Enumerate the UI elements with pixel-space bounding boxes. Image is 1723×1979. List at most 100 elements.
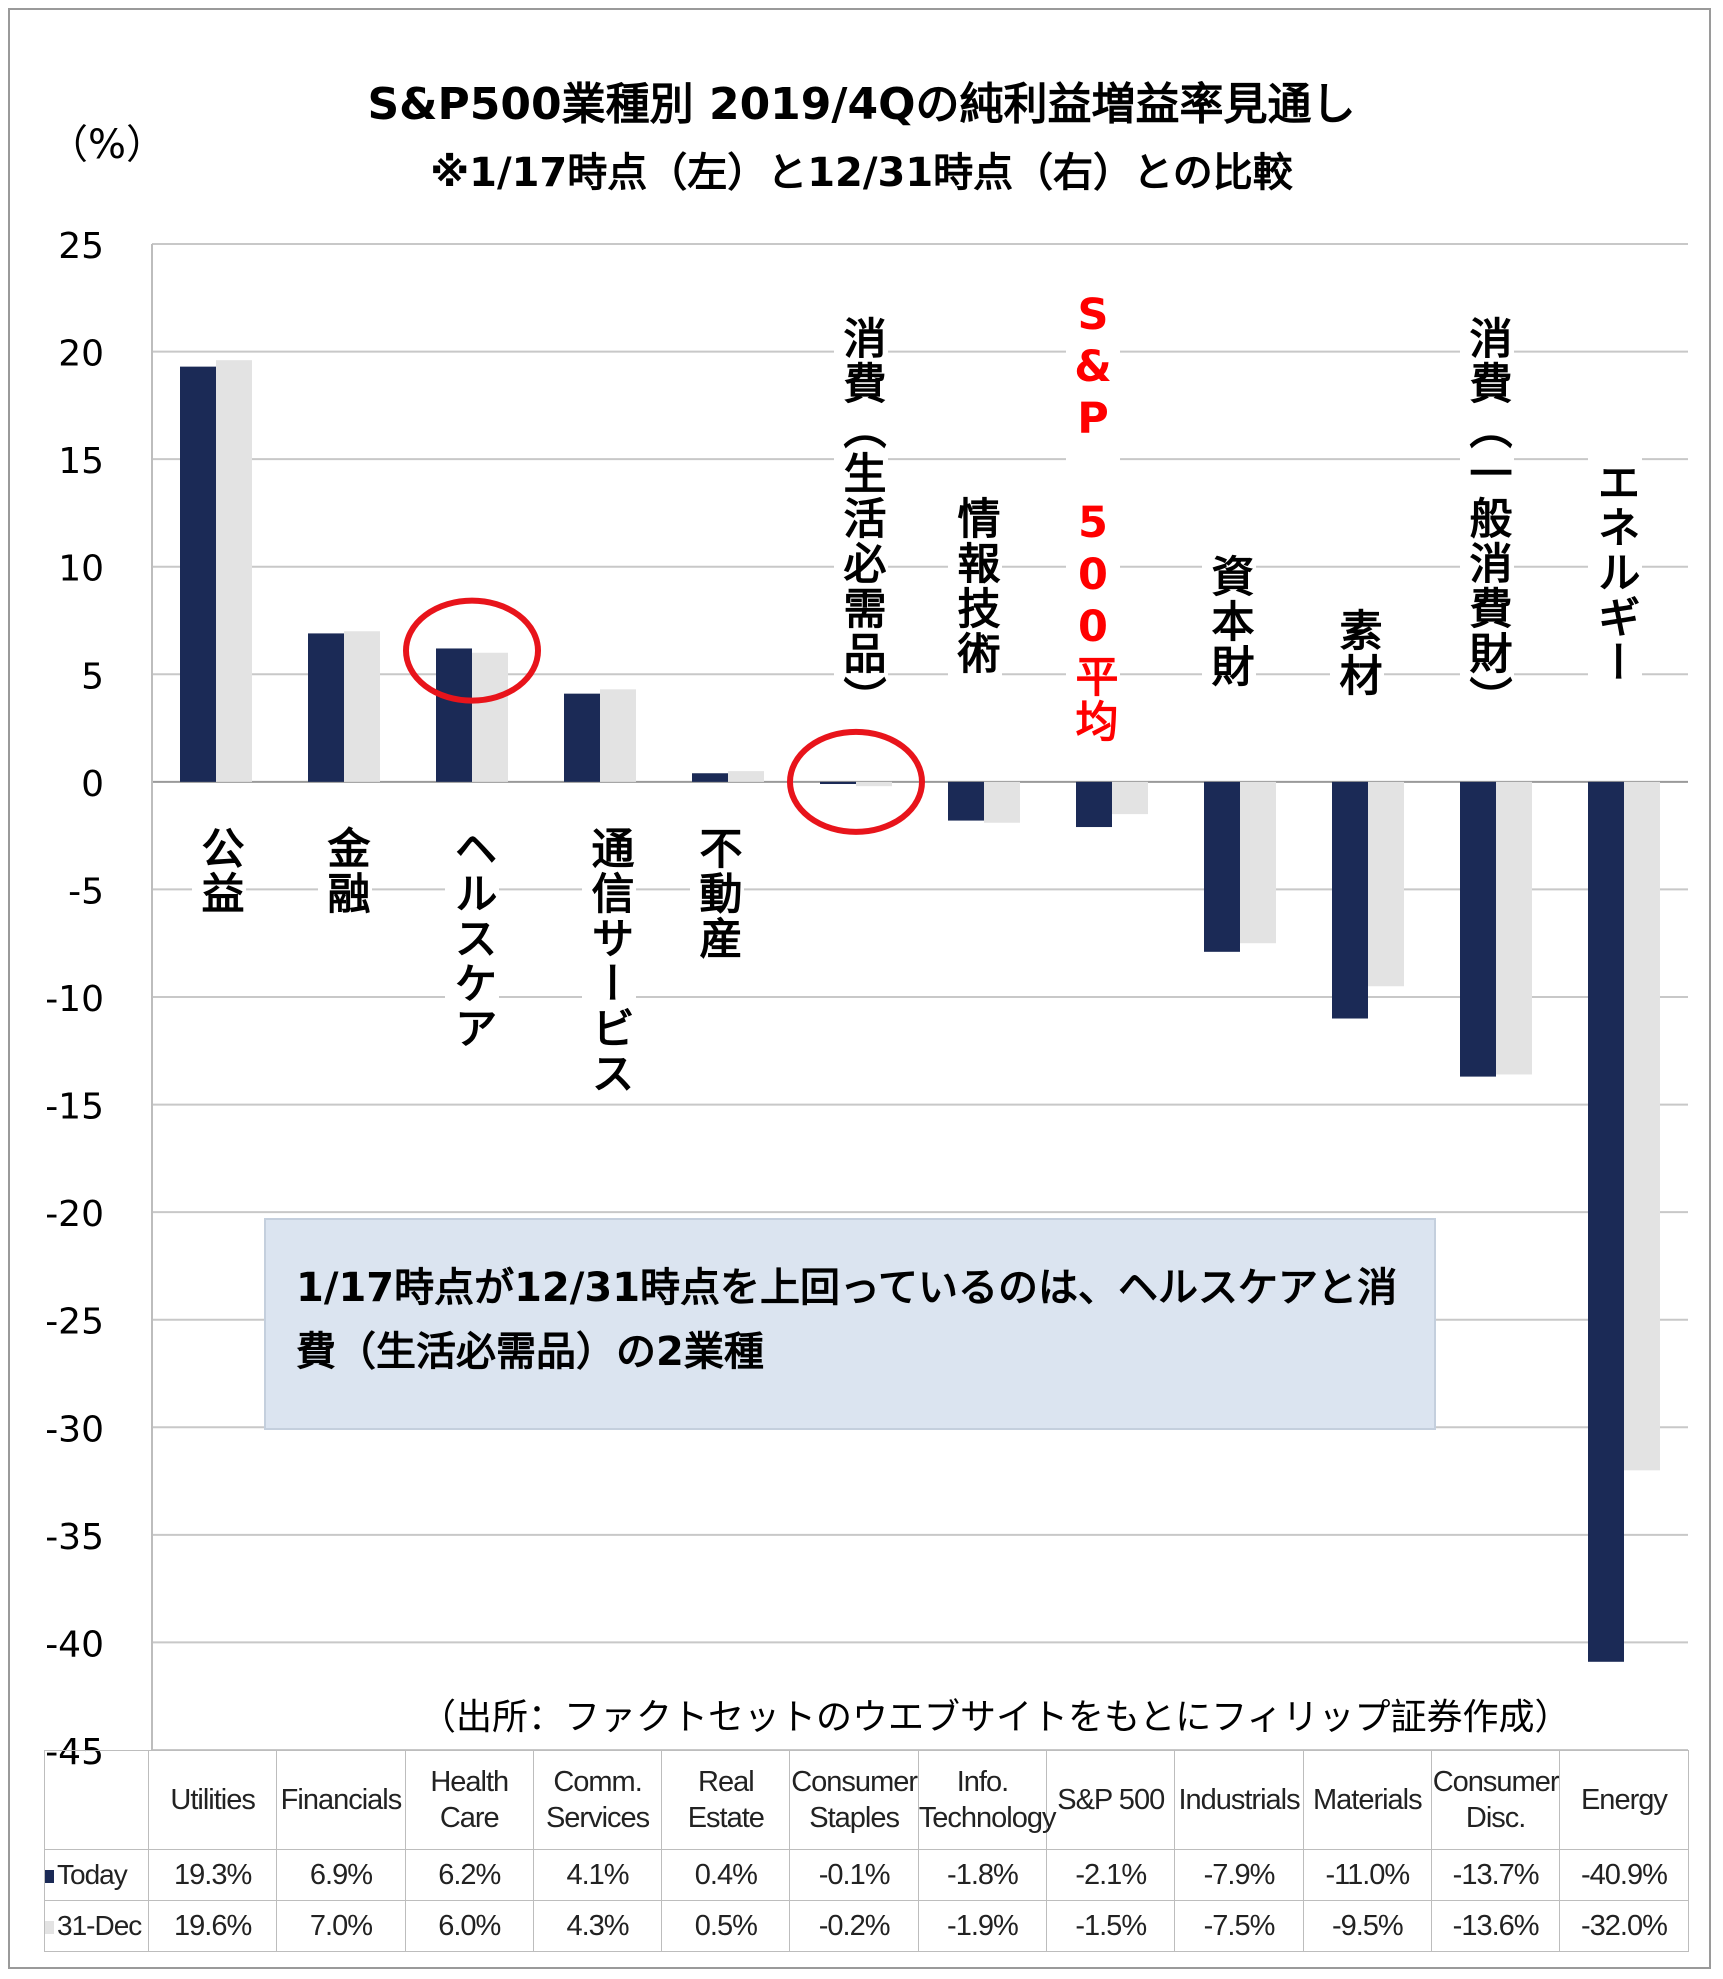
value-today-0: 19.3%	[147, 1849, 278, 1901]
category-label-9: Materials	[1302, 1750, 1432, 1850]
y-tick-label--35: -35	[45, 1517, 104, 1558]
data-table: Utilities Financials Health Care Comm. Servi…	[44, 1750, 1689, 1952]
value-31-dec-8: -7.5%	[1174, 1900, 1304, 1952]
chart-subtitle: ※1/17時点（左）と12/31時点（右）との比較	[430, 150, 1293, 196]
bar-today-5	[820, 781, 856, 785]
sector-label-industrials: 資本財	[1202, 550, 1256, 693]
value-today-10: -13.7%	[1430, 1849, 1561, 1901]
bar-today-8	[1204, 781, 1240, 952]
y-tick-label-10: 10	[58, 549, 104, 590]
bar-today-3	[564, 693, 600, 782]
bar-31-dec-4	[728, 771, 764, 782]
category-label-10: Consumer Disc.	[1430, 1750, 1561, 1850]
value-31-dec-10: -13.6%	[1430, 1900, 1561, 1952]
y-tick-label-15: 15	[58, 441, 104, 482]
data-table-row-today: Today 19.3% 6.9% 6.2% 4.1% 0.4% -0.1% -1.8% -2.…	[44, 1849, 1689, 1901]
bar-today-0	[180, 366, 216, 782]
y-axis-unit: （%）	[48, 122, 167, 168]
value-31-dec-3: 4.3%	[532, 1900, 663, 1952]
sector-label-materials: 素材	[1330, 604, 1384, 702]
value-31-dec-2: 6.0%	[404, 1900, 534, 1952]
category-label-6: Info. Technology	[917, 1750, 1057, 1850]
value-today-6: -1.8%	[917, 1849, 1048, 1901]
sector-label-utilities: 公益	[192, 822, 246, 920]
bar-31-dec-2	[472, 652, 508, 782]
value-31-dec-6: -1.9%	[917, 1900, 1048, 1952]
value-31-dec-4: 0.5%	[661, 1900, 791, 1952]
annotation-box: 1/17時点が12/31時点を上回っているのは、ヘルスケアと消費（生活必需品）の…	[264, 1218, 1436, 1430]
bar-31-dec-11	[1624, 781, 1660, 1471]
legend-label-today: Today	[57, 1859, 128, 1890]
value-today-9: -11.0%	[1302, 1849, 1432, 1901]
chart-title: S&P500業種別 2019/4Qの純利益増益率見通し	[367, 79, 1356, 130]
value-today-8: -7.9%	[1174, 1849, 1304, 1901]
category-label-8: Industrials	[1174, 1750, 1304, 1850]
bar-today-4	[692, 773, 728, 782]
sector-label-info-technology: 情報技術	[948, 492, 1002, 680]
y-tick-label-20: 20	[58, 334, 104, 375]
value-today-7: -2.1%	[1046, 1849, 1176, 1901]
category-label-7: S&P 500	[1046, 1750, 1176, 1850]
legend-today: Today	[44, 1849, 149, 1901]
y-tick-label--40: -40	[45, 1624, 104, 1665]
value-today-2: 6.2%	[404, 1849, 534, 1901]
sector-label-consumer-disc: 消費（一般消費財）	[1460, 312, 1514, 725]
value-today-1: 6.9%	[276, 1849, 406, 1901]
category-label-11: Energy	[1559, 1750, 1689, 1850]
category-label-2: Health Care	[404, 1750, 534, 1850]
value-31-dec-0: 19.6%	[147, 1900, 278, 1952]
value-31-dec-7: -1.5%	[1046, 1900, 1176, 1952]
bar-31-dec-9	[1368, 781, 1404, 987]
value-31-dec-5: -0.2%	[789, 1900, 919, 1952]
bar-today-1	[308, 633, 344, 782]
y-tick-label--20: -20	[45, 1194, 104, 1235]
data-table-header: Utilities Financials Health Care Comm. Servi…	[44, 1750, 1689, 1850]
y-tick-label-25: 25	[58, 226, 104, 267]
bar-31-dec-1	[344, 631, 380, 782]
sector-label-energy: エネルギー	[1588, 456, 1642, 689]
value-today-3: 4.1%	[532, 1849, 663, 1901]
legend-label-31-dec: 31-Dec	[57, 1910, 142, 1941]
category-label-4: Real Estate	[661, 1750, 791, 1850]
y-tick-label--15: -15	[45, 1087, 104, 1128]
value-31-dec-11: -32.0%	[1559, 1900, 1689, 1952]
data-table-corner	[44, 1750, 149, 1850]
y-tick-label--5: -5	[68, 871, 104, 912]
value-31-dec-1: 7.0%	[276, 1900, 406, 1952]
bar-today-9	[1332, 781, 1368, 1019]
sector-label-health-care: ヘルスケア	[445, 822, 499, 1055]
sector-label-comm-services: 通信サービス	[582, 822, 636, 1100]
bar-31-dec-7	[1112, 781, 1148, 815]
y-tick-label-5: 5	[81, 656, 104, 697]
source-note: （出所：ファクトセットのウエブサイトをもとにフィリップ証券作成）	[420, 1697, 1571, 1738]
bar-31-dec-5	[856, 781, 892, 787]
value-today-11: -40.9%	[1559, 1849, 1689, 1901]
y-tick-label--25: -25	[45, 1302, 104, 1343]
category-label-1: Financials	[276, 1750, 406, 1850]
y-tick-label--10: -10	[45, 979, 104, 1020]
bar-today-2	[436, 648, 472, 782]
sector-label-consumer-staples: 消費（生活必需品）	[834, 312, 888, 725]
data-table-row-31-dec: 31-Dec 19.6% 7.0% 6.0% 4.3% 0.5% -0.2% -1.9% -1…	[44, 1900, 1689, 1952]
value-today-4: 0.4%	[661, 1849, 791, 1901]
value-today-5: -0.1%	[789, 1849, 919, 1901]
bar-today-10	[1460, 781, 1496, 1077]
highlight-circle-consumer-staples	[787, 728, 925, 835]
bar-today-11	[1588, 781, 1624, 1662]
value-31-dec-9: -9.5%	[1302, 1900, 1432, 1952]
legend-swatch-today	[45, 1870, 54, 1884]
sector-label-sp500: S&P 500平均	[1066, 286, 1120, 748]
bar-today-6	[948, 781, 984, 821]
legend-swatch-31-dec	[45, 1921, 54, 1935]
category-label-0: Utilities	[147, 1750, 278, 1850]
y-tick-label-0: 0	[81, 764, 104, 805]
bar-31-dec-3	[600, 689, 636, 782]
bar-31-dec-10	[1496, 781, 1532, 1075]
legend-31-dec: 31-Dec	[44, 1900, 149, 1952]
sector-label-real-estate: 不動産	[690, 822, 744, 965]
highlight-circle-health-care	[403, 597, 541, 704]
bar-31-dec-6	[984, 781, 1020, 823]
bar-today-7	[1076, 781, 1112, 828]
bar-31-dec-8	[1240, 781, 1276, 944]
